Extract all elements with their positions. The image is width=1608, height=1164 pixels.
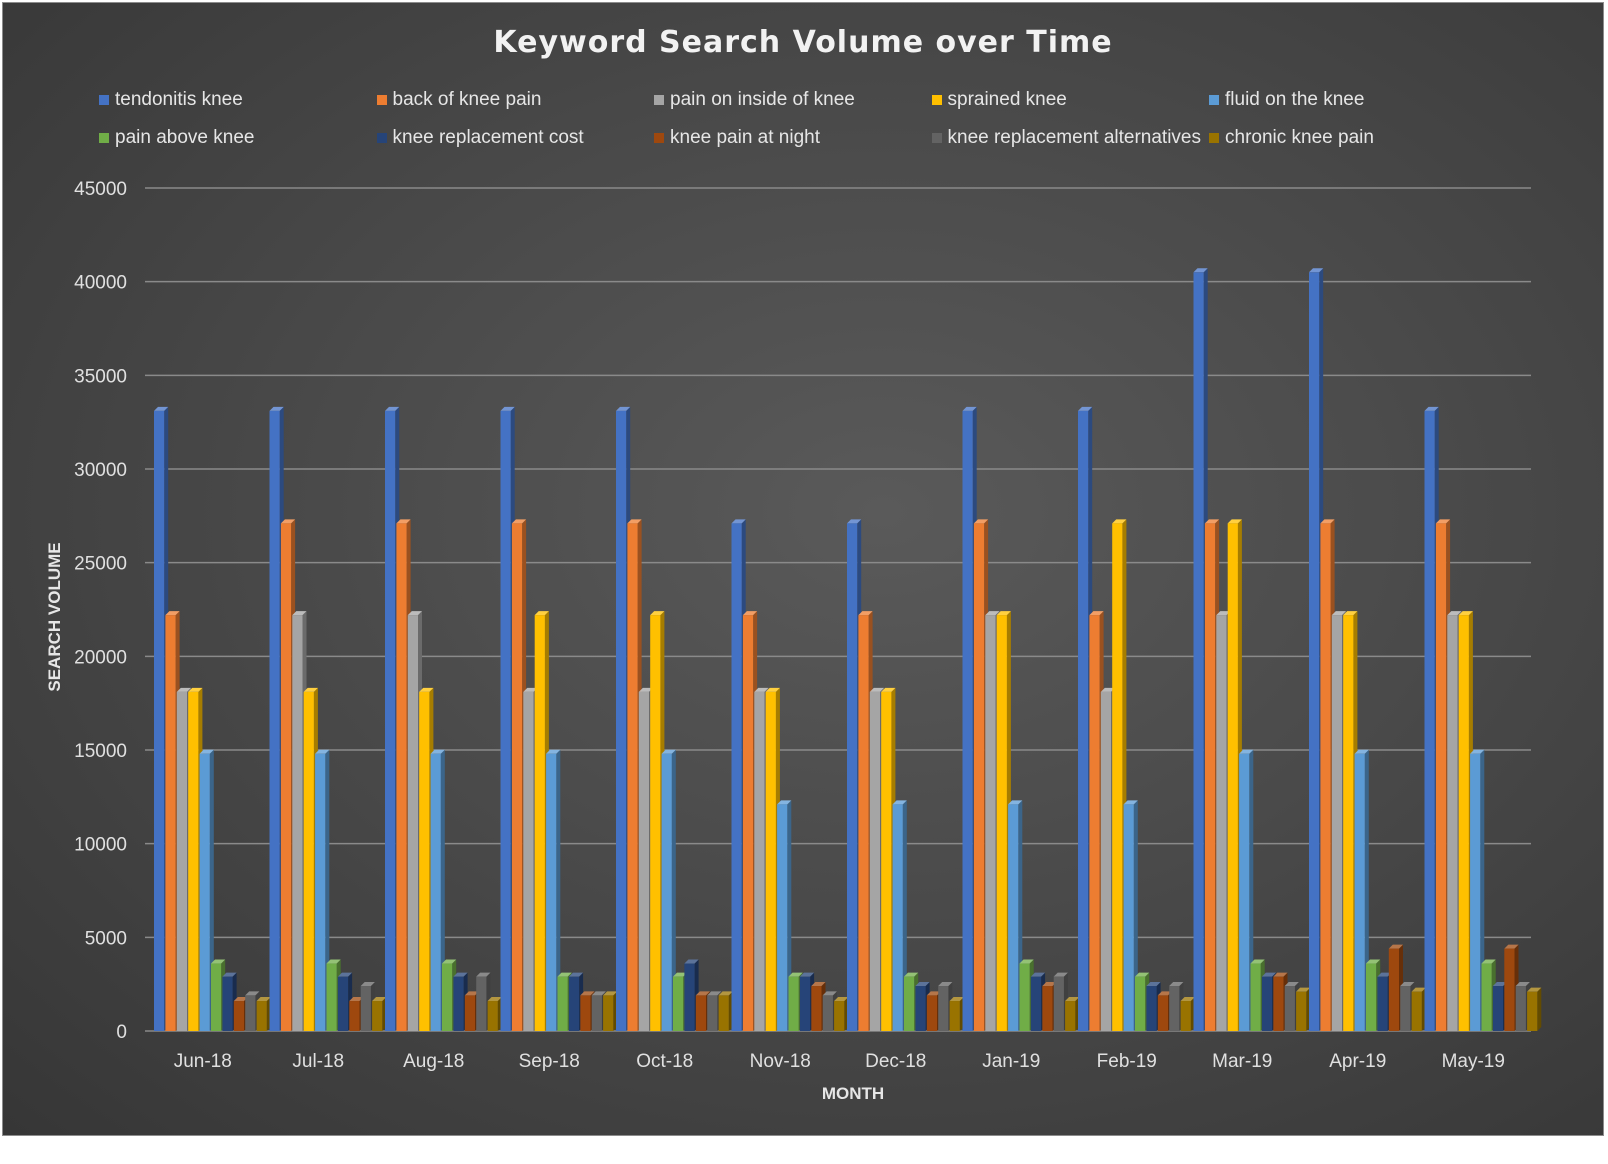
legend-label: pain above knee: [115, 127, 255, 148]
legend-swatch: [654, 95, 664, 105]
x-tick-label: Aug-18: [403, 1051, 464, 1072]
y-tick-label: 25000: [74, 554, 127, 575]
legend-swatch: [1209, 95, 1219, 105]
bar: [718, 991, 733, 1031]
y-tick-label: 20000: [74, 647, 127, 668]
bar: [1296, 987, 1311, 1031]
y-tick-label: 15000: [74, 741, 127, 762]
y-axis-title: SEARCH VOLUME: [45, 542, 64, 692]
legend-item: knee replacement cost: [376, 127, 584, 149]
y-tick-label: 10000: [74, 835, 127, 856]
legend-label: tendonitis knee: [115, 89, 243, 110]
bar: [1123, 800, 1138, 1031]
x-tick-label: Apr-19: [1329, 1051, 1386, 1072]
bar: [315, 749, 330, 1031]
bar: [546, 749, 561, 1031]
legend-label: back of knee pain: [392, 89, 542, 110]
bar: [949, 997, 964, 1031]
x-tick-label: Nov-18: [750, 1051, 811, 1072]
x-tick-label: Jun-18: [174, 1051, 232, 1072]
chart-title: Keyword Search Volume over Time: [493, 25, 1113, 60]
legend-item: back of knee pain: [376, 89, 542, 111]
legend-swatch: [376, 133, 387, 143]
bar: [777, 800, 792, 1031]
x-tick-label: Jul-18: [292, 1051, 344, 1072]
bar: [1527, 987, 1542, 1031]
bar: [1354, 749, 1369, 1031]
bar: [430, 749, 445, 1031]
bar: [372, 997, 387, 1031]
y-tick-label: 30000: [74, 460, 127, 481]
legend-item: pain above knee: [99, 127, 254, 149]
legend-label: knee pain at night: [670, 127, 821, 148]
chart-frame: Keyword Search Volume over Time tendonit…: [2, 2, 1604, 1136]
legend-swatch: [931, 95, 942, 105]
legend-label: pain on inside of knee: [670, 89, 855, 110]
legend-item: fluid on the knee: [1209, 89, 1364, 111]
legend-swatch: [654, 133, 664, 143]
legend-label: chronic knee pain: [1225, 127, 1374, 148]
x-tick-label: Feb-19: [1097, 1051, 1157, 1072]
bar: [661, 749, 676, 1031]
legend-item: pain on inside of knee: [654, 89, 855, 111]
legend-item: knee pain at night: [654, 127, 820, 149]
legend-item: chronic knee pain: [1209, 127, 1374, 149]
legend-swatch: [376, 95, 387, 105]
x-tick-label: Mar-19: [1212, 1051, 1272, 1072]
y-tick-label: 0: [116, 1022, 127, 1043]
bar: [1411, 987, 1426, 1031]
y-tick-label: 45000: [74, 179, 127, 200]
legend-item: knee replacement alternatives: [931, 127, 1201, 149]
x-axis-title: MONTH: [821, 1084, 885, 1103]
legend-label: fluid on the knee: [1225, 89, 1365, 110]
y-tick-label: 40000: [74, 273, 127, 294]
bar: [199, 749, 214, 1031]
legend-label: knee replacement cost: [392, 127, 584, 148]
bar: [834, 997, 849, 1031]
bar: [1180, 997, 1195, 1031]
bar: [256, 997, 271, 1031]
y-tick-label: 35000: [74, 366, 127, 387]
x-tick-label: Sep-18: [519, 1051, 580, 1072]
legend-swatch: [931, 133, 942, 143]
legend-swatch: [99, 95, 109, 105]
bar: [892, 800, 907, 1031]
chart-plot: 0 5000 10000 15000 20000 25000 30000 35000 40000…: [74, 179, 1542, 1072]
y-tick-label: 5000: [85, 928, 127, 949]
legend-swatch: [1209, 133, 1219, 143]
legend-swatch: [99, 133, 109, 143]
bar: [1065, 997, 1080, 1031]
legend-label: knee replacement alternatives: [947, 127, 1201, 148]
legend-item: sprained knee: [931, 89, 1067, 111]
bar: [487, 997, 502, 1031]
x-tick-label: Dec-18: [865, 1051, 926, 1072]
x-tick-label: Jan-19: [982, 1051, 1040, 1072]
x-tick-label: May-19: [1442, 1051, 1505, 1072]
x-tick-label: Oct-18: [636, 1051, 693, 1072]
legend-label: sprained knee: [947, 89, 1067, 110]
bar: [1239, 749, 1254, 1031]
bar: [603, 991, 618, 1031]
bar: [1470, 749, 1485, 1031]
legend-item: tendonitis knee: [99, 89, 243, 111]
